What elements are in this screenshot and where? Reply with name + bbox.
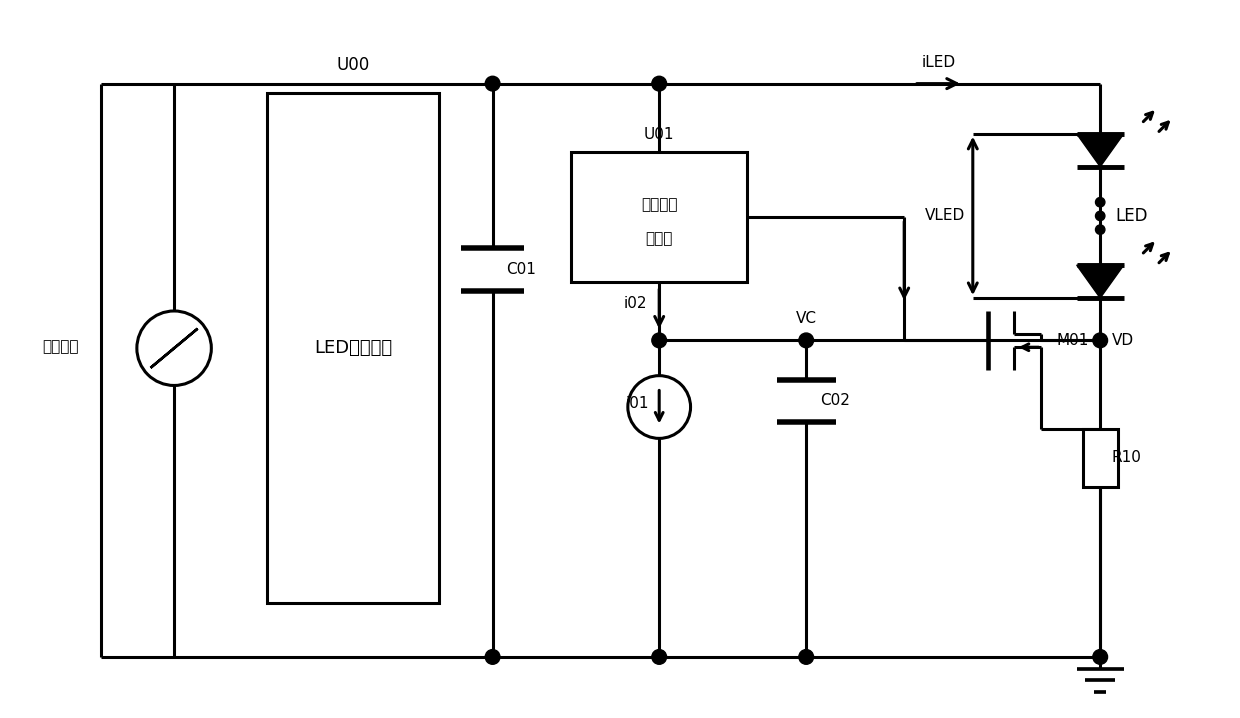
Text: 交流输入: 交流输入	[42, 339, 78, 354]
Circle shape	[652, 333, 667, 348]
Text: VLED: VLED	[925, 208, 965, 223]
Circle shape	[1095, 211, 1105, 220]
Circle shape	[1092, 650, 1107, 664]
Text: VC: VC	[796, 311, 817, 326]
Polygon shape	[1076, 134, 1123, 167]
Bar	[1083, 429, 1117, 488]
Text: LED驱动电路: LED驱动电路	[314, 339, 392, 358]
Text: C01: C01	[506, 262, 536, 277]
Text: LED: LED	[1115, 207, 1147, 225]
Text: iLED: iLED	[921, 55, 956, 70]
Circle shape	[1095, 197, 1105, 207]
Circle shape	[652, 76, 667, 91]
Text: C02: C02	[820, 393, 849, 408]
Text: R10: R10	[1112, 450, 1142, 465]
Text: 电流源产: 电流源产	[641, 197, 677, 213]
Bar	[267, 93, 439, 603]
Circle shape	[799, 650, 813, 664]
Circle shape	[652, 650, 667, 664]
Circle shape	[485, 650, 500, 664]
Circle shape	[799, 333, 813, 348]
Bar	[570, 152, 748, 281]
Text: M01: M01	[1056, 333, 1089, 348]
Text: 生电路: 生电路	[646, 231, 673, 246]
Polygon shape	[1076, 265, 1123, 298]
Circle shape	[1095, 225, 1105, 234]
Text: U00: U00	[336, 56, 370, 74]
Text: U01: U01	[644, 127, 675, 142]
Text: i01: i01	[626, 396, 650, 411]
Text: i02: i02	[624, 296, 647, 311]
Circle shape	[1092, 333, 1107, 348]
Text: VD: VD	[1112, 333, 1135, 348]
Circle shape	[485, 76, 500, 91]
